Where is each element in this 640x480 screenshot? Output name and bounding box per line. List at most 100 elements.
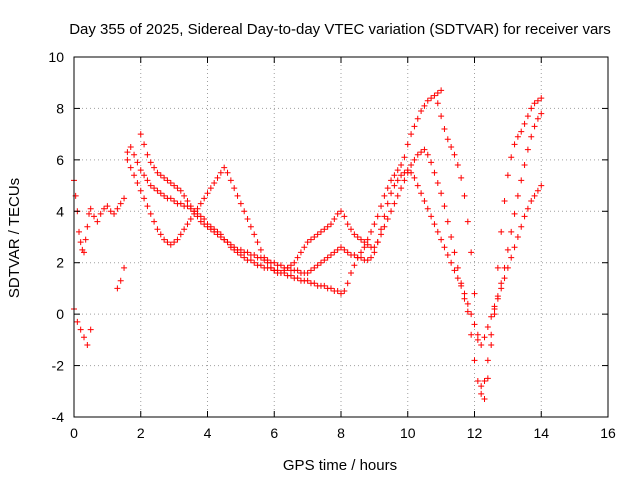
- data-point: [277, 270, 284, 276]
- data-point: [341, 246, 348, 253]
- data-point: [408, 169, 415, 176]
- data-point: [401, 154, 408, 161]
- data-point: [104, 203, 111, 210]
- data-point: [378, 203, 385, 210]
- y-tick-label: 0: [56, 306, 64, 322]
- data-point: [161, 192, 168, 199]
- data-point: [344, 249, 351, 256]
- data-point: [167, 180, 174, 186]
- data-point: [361, 239, 368, 246]
- data-point: [368, 228, 375, 235]
- data-point: [421, 198, 428, 204]
- data-point: [528, 105, 535, 112]
- data-point: [201, 221, 208, 228]
- data-point: [398, 162, 405, 168]
- data-point: [338, 290, 344, 297]
- data-point: [451, 249, 458, 256]
- x-tick-label: 4: [204, 425, 212, 441]
- data-point: [411, 174, 418, 181]
- data-point: [441, 244, 448, 251]
- data-point: [324, 223, 331, 230]
- data-point: [471, 321, 478, 328]
- data-point: [231, 185, 238, 192]
- data-point: [187, 203, 194, 210]
- data-point: [351, 262, 358, 269]
- data-point: [227, 177, 234, 184]
- data-point: [304, 270, 311, 276]
- data-point: [237, 200, 244, 207]
- data-point: [184, 221, 191, 228]
- data-point: [438, 190, 445, 197]
- data-point: [484, 375, 491, 382]
- data-point: [358, 254, 365, 261]
- data-point: [267, 264, 274, 271]
- data-point: [257, 254, 264, 261]
- x-axis-label: GPS time / hours: [283, 457, 397, 474]
- data-point: [141, 195, 148, 202]
- data-point: [494, 264, 501, 271]
- data-point: [157, 172, 164, 179]
- data-point: [287, 262, 294, 269]
- data-point: [394, 192, 401, 199]
- data-point: [521, 120, 528, 127]
- data-point: [304, 239, 311, 246]
- data-point: [371, 249, 378, 256]
- data-point: [431, 221, 438, 228]
- data-point: [251, 252, 258, 258]
- data-point: [411, 123, 418, 130]
- data-point: [421, 102, 428, 109]
- data-point: [211, 180, 218, 186]
- y-tick-label: 2: [56, 255, 64, 271]
- data-point: [454, 264, 461, 271]
- data-point: [374, 239, 381, 246]
- data-point: [418, 149, 425, 156]
- data-point: [81, 334, 88, 341]
- x-tick-label: 16: [600, 425, 616, 441]
- data-point: [478, 342, 485, 348]
- data-point: [157, 190, 164, 197]
- data-point: [131, 151, 138, 158]
- data-point: [291, 259, 298, 266]
- data-point: [124, 149, 131, 156]
- data-point: [464, 218, 471, 225]
- data-point: [201, 216, 208, 222]
- data-point: [518, 223, 525, 230]
- data-points: [71, 87, 545, 402]
- data-point: [287, 272, 294, 279]
- data-point: [498, 285, 505, 292]
- data-point: [394, 167, 401, 174]
- data-point: [491, 311, 498, 318]
- data-point: [327, 252, 334, 258]
- data-point: [451, 151, 458, 158]
- y-tick-label: -4: [52, 409, 65, 425]
- data-point: [237, 252, 244, 258]
- data-point: [511, 244, 518, 251]
- data-point: [181, 192, 188, 199]
- data-point: [358, 249, 365, 256]
- data-point: [438, 236, 445, 243]
- data-point: [164, 177, 171, 184]
- data-point: [331, 249, 338, 256]
- data-point: [374, 213, 381, 220]
- data-point: [364, 236, 371, 243]
- data-point: [294, 254, 301, 261]
- data-point: [194, 205, 201, 212]
- data-point: [488, 331, 495, 338]
- data-point: [294, 275, 301, 282]
- data-point: [307, 267, 314, 274]
- data-point: [468, 311, 475, 318]
- data-point: [388, 208, 395, 215]
- data-point: [441, 203, 448, 210]
- data-point: [247, 223, 254, 230]
- data-point: [528, 133, 535, 140]
- data-point: [221, 236, 228, 243]
- data-point: [197, 200, 204, 207]
- data-point: [508, 154, 515, 161]
- data-point: [184, 198, 191, 204]
- data-point: [187, 216, 194, 222]
- data-point: [321, 257, 328, 264]
- data-point: [327, 221, 334, 228]
- data-point: [231, 244, 238, 251]
- data-point: [144, 203, 151, 210]
